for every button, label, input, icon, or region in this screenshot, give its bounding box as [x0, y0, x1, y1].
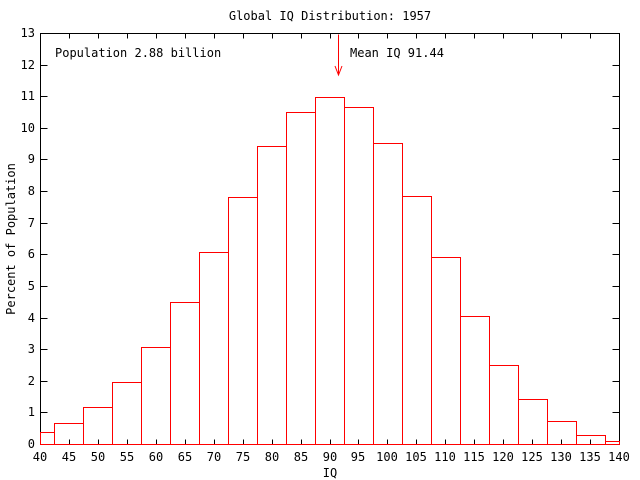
histogram-bar-55: [112, 382, 142, 445]
x-tick-label-80: 80: [264, 450, 280, 464]
x-axis-title: IQ: [322, 466, 338, 480]
histogram-bar-110: [431, 257, 461, 445]
x-tick-label-140: 140: [608, 450, 630, 464]
y-tick-label-11: 11: [20, 89, 35, 103]
histogram-bar-120: [489, 365, 519, 445]
x-tick-label-60: 60: [148, 450, 164, 464]
x-tick-label-115: 115: [463, 450, 485, 464]
x-tick-label-85: 85: [293, 450, 309, 464]
y-tick-label-0: 0: [27, 437, 35, 451]
histogram-bar-135: [576, 435, 606, 445]
x-tick-label-105: 105: [405, 450, 427, 464]
histogram-bar-125: [518, 399, 548, 445]
histogram-bar-40: [40, 432, 55, 445]
x-tick-label-135: 135: [579, 450, 601, 464]
mean-iq-annotation: Mean IQ 91.44: [350, 46, 444, 60]
y-tick-label-10: 10: [20, 121, 35, 135]
histogram-bar-65: [170, 302, 200, 445]
x-tick-label-65: 65: [177, 450, 193, 464]
histogram-bar-140: [605, 441, 620, 445]
histogram-bar-60: [141, 347, 171, 445]
x-tick-label-130: 130: [550, 450, 572, 464]
histogram-bar-85: [286, 112, 316, 445]
histogram-bar-105: [402, 196, 432, 445]
histogram-bar-115: [460, 316, 490, 445]
histogram-bar-100: [373, 143, 403, 445]
x-tick-label-40: 40: [32, 450, 48, 464]
x-tick-label-45: 45: [61, 450, 77, 464]
y-tick-label-1: 1: [27, 405, 35, 419]
chart-title: Global IQ Distribution: 1957: [228, 9, 432, 23]
histogram-bar-70: [199, 252, 229, 445]
histogram-bar-80: [257, 146, 287, 445]
mean-arrow-head: [334, 65, 343, 77]
y-tick-label-7: 7: [27, 216, 35, 230]
x-tick-label-90: 90: [322, 450, 338, 464]
x-tick-label-75: 75: [235, 450, 251, 464]
y-tick-label-5: 5: [27, 279, 35, 293]
histogram-bar-50: [83, 407, 113, 445]
y-tick-label-3: 3: [27, 342, 35, 356]
y-tick-label-2: 2: [27, 374, 35, 388]
y-tick-label-9: 9: [27, 152, 35, 166]
x-tick-label-70: 70: [206, 450, 222, 464]
y-tick-label-4: 4: [27, 311, 35, 325]
histogram-bar-75: [228, 197, 258, 445]
histogram-bar-130: [547, 421, 577, 445]
x-tick-label-50: 50: [90, 450, 106, 464]
population-annotation: Population 2.88 billion: [55, 46, 222, 60]
x-tick-label-125: 125: [521, 450, 543, 464]
x-tick-label-55: 55: [119, 450, 135, 464]
x-tick-label-120: 120: [492, 450, 514, 464]
x-tick-label-110: 110: [434, 450, 456, 464]
y-tick-label-6: 6: [27, 247, 35, 261]
histogram-bar-90: [315, 97, 345, 445]
histogram-bar-95: [344, 107, 374, 445]
x-tick-label-95: 95: [350, 450, 366, 464]
y-tick-label-13: 13: [20, 26, 35, 40]
y-tick-label-12: 12: [20, 58, 35, 72]
x-tick-label-100: 100: [376, 450, 398, 464]
y-tick-label-8: 8: [27, 184, 35, 198]
